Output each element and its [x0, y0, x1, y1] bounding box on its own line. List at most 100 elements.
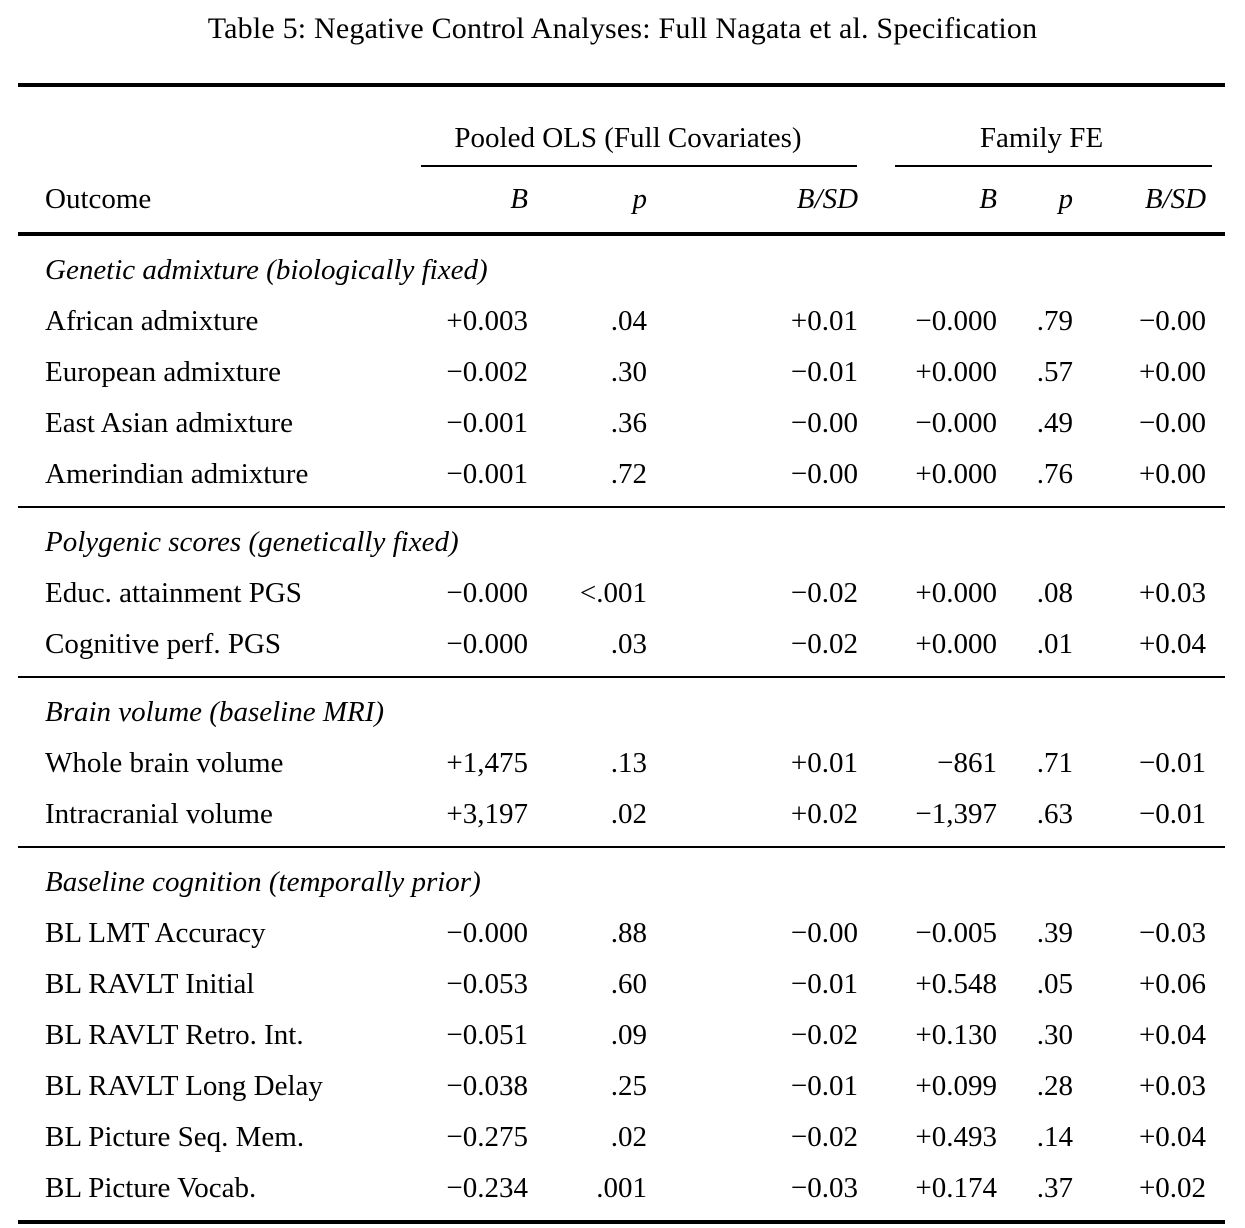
b-fe-cell: −861 [937, 747, 998, 779]
p-fe-cell: .49 [1036, 407, 1074, 439]
b-pooled-cell: −0.001 [446, 407, 528, 439]
table-row: BL RAVLT Long Delay −0.038 .25 −0.01 +0.… [18, 1061, 1225, 1112]
p-pooled-cell: .02 [610, 1121, 647, 1153]
section-header-row: Brain volume (baseline MRI) [18, 676, 1226, 738]
bsd-pooled-cell: +0.01 [790, 747, 859, 779]
bsd-fe-cell: +0.02 [1138, 1172, 1207, 1204]
b-pooled-cell: −0.275 [446, 1121, 528, 1153]
bsd-fe-cell: +0.03 [1138, 577, 1207, 609]
column-header-bsd-pooled: B/SD [647, 167, 859, 236]
bsd-pooled-cell: −0.00 [790, 407, 859, 439]
p-pooled-cell: .001 [596, 1172, 647, 1204]
bsd-pooled-cell: −0.02 [790, 577, 859, 609]
bsd-fe-cell: +0.06 [1138, 968, 1207, 1000]
column-header-row: Outcome B p B/SD B p B/SD [18, 167, 1226, 236]
p-fe-cell: .76 [1036, 458, 1074, 490]
p-fe-cell: .39 [1036, 917, 1074, 949]
p-fe-cell: .71 [1036, 747, 1074, 779]
b-fe-cell: +0.548 [915, 968, 998, 1000]
bsd-pooled-cell: −0.02 [790, 628, 859, 660]
b-fe-cell: −0.000 [915, 407, 998, 439]
p-pooled-cell: .88 [610, 917, 647, 949]
outcome-cell: Amerindian admixture [45, 458, 309, 490]
bsd-fe-cell: −0.00 [1138, 407, 1207, 439]
b-pooled-cell: −0.000 [446, 577, 528, 609]
p-fe-cell: .14 [1036, 1121, 1074, 1153]
column-header-p-pooled: p [528, 167, 647, 236]
bsd-pooled-cell: −0.00 [790, 458, 859, 490]
results-table: Pooled OLS (Full Covariates) Family FE O… [18, 83, 1226, 1224]
p-pooled-cell: <.001 [579, 577, 647, 609]
bsd-fe-cell: +0.00 [1138, 458, 1207, 490]
table-row: African admixture +0.003 .04 +0.01 −0.00… [18, 296, 1225, 347]
column-header-p-fe: p [997, 167, 1074, 236]
b-fe-cell: −0.000 [915, 305, 998, 337]
column-header-b-fe: B [858, 167, 998, 236]
p-fe-cell: .79 [1036, 305, 1074, 337]
table-row: East Asian admixture −0.001 .36 −0.00 −0… [18, 398, 1225, 449]
table-body: Genetic admixture (biologically fixed) A… [18, 234, 1226, 1222]
outcome-cell: BL RAVLT Long Delay [45, 1070, 323, 1102]
bsd-pooled-cell: −0.02 [790, 1019, 859, 1051]
table-caption: Table 5: Negative Control Analyses: Full… [207, 12, 1038, 45]
table-row: Intracranial volume +3,197 .02 +0.02 −1,… [18, 789, 1225, 847]
bsd-pooled-cell: −0.00 [790, 917, 859, 949]
outcome-cell: East Asian admixture [45, 407, 294, 439]
p-pooled-cell: .09 [610, 1019, 647, 1051]
bsd-fe-cell: −0.01 [1138, 747, 1207, 779]
p-pooled-cell: .25 [610, 1070, 647, 1102]
bsd-pooled-cell: −0.01 [790, 356, 859, 388]
table-row: Educ. attainment PGS −0.000 <.001 −0.02 … [18, 568, 1225, 619]
group-header-pooled-ols: Pooled OLS (Full Covariates) [398, 85, 858, 167]
p-fe-cell: .28 [1036, 1070, 1074, 1102]
bsd-pooled-cell: +0.01 [790, 305, 859, 337]
b-fe-cell: +0.130 [915, 1019, 998, 1051]
bsd-pooled-cell: −0.01 [790, 968, 859, 1000]
table-row: European admixture −0.002 .30 −0.01 +0.0… [18, 347, 1225, 398]
b-fe-cell: +0.000 [915, 577, 998, 609]
p-pooled-cell: .03 [610, 628, 647, 660]
bsd-fe-cell: +0.03 [1138, 1070, 1207, 1102]
outcome-cell: African admixture [45, 305, 259, 337]
bsd-fe-cell: +0.04 [1138, 1121, 1207, 1153]
b-fe-cell: −0.005 [915, 917, 998, 949]
p-fe-cell: .01 [1036, 628, 1074, 660]
b-fe-cell: +0.493 [915, 1121, 998, 1153]
bsd-pooled-cell: +0.02 [790, 798, 859, 830]
section-header-row: Polygenic scores (genetically fixed) [18, 506, 1226, 568]
b-pooled-cell: −0.038 [446, 1070, 528, 1102]
results-table-wrap: Pooled OLS (Full Covariates) Family FE O… [18, 83, 1226, 1224]
b-fe-cell: −1,397 [915, 798, 998, 830]
group-header-spacer [18, 85, 398, 167]
table-row: BL LMT Accuracy −0.000 .88 −0.00 −0.005 … [18, 908, 1225, 959]
b-pooled-cell: +3,197 [446, 798, 528, 830]
p-fe-cell: .37 [1036, 1172, 1074, 1204]
outcome-cell: BL Picture Vocab. [45, 1172, 257, 1204]
p-pooled-cell: .04 [610, 305, 647, 337]
b-pooled-cell: −0.234 [446, 1172, 528, 1204]
table-row: Whole brain volume +1,475 .13 +0.01 −861… [18, 738, 1225, 789]
b-pooled-cell: −0.002 [446, 356, 528, 388]
outcome-cell: BL LMT Accuracy [45, 917, 266, 949]
table-row: BL RAVLT Retro. Int. −0.051 .09 −0.02 +0… [18, 1010, 1225, 1061]
outcome-cell: BL RAVLT Initial [45, 968, 255, 1000]
bsd-fe-cell: −0.03 [1138, 917, 1207, 949]
bsd-pooled-cell: −0.02 [790, 1121, 859, 1153]
section-header: Brain volume (baseline MRI) [18, 676, 1226, 738]
b-pooled-cell: −0.053 [446, 968, 528, 1000]
section-header-row: Baseline cognition (temporally prior) [18, 846, 1226, 908]
b-fe-cell: +0.000 [915, 628, 998, 660]
group-header-family-fe: Family FE [858, 85, 1225, 167]
bsd-pooled-cell: −0.03 [790, 1172, 859, 1204]
outcome-cell: BL Picture Seq. Mem. [45, 1121, 305, 1153]
p-fe-cell: .63 [1036, 798, 1074, 830]
table-row: BL RAVLT Initial −0.053 .60 −0.01 +0.548… [18, 959, 1225, 1010]
b-pooled-cell: −0.000 [446, 628, 528, 660]
group-header-row: Pooled OLS (Full Covariates) Family FE [18, 85, 1225, 167]
column-header-outcome: Outcome [18, 167, 398, 236]
p-pooled-cell: .60 [610, 968, 647, 1000]
b-pooled-cell: +0.003 [446, 305, 528, 337]
b-fe-cell: +0.000 [915, 356, 998, 388]
p-fe-cell: .30 [1036, 1019, 1074, 1051]
b-fe-cell: +0.000 [915, 458, 998, 490]
